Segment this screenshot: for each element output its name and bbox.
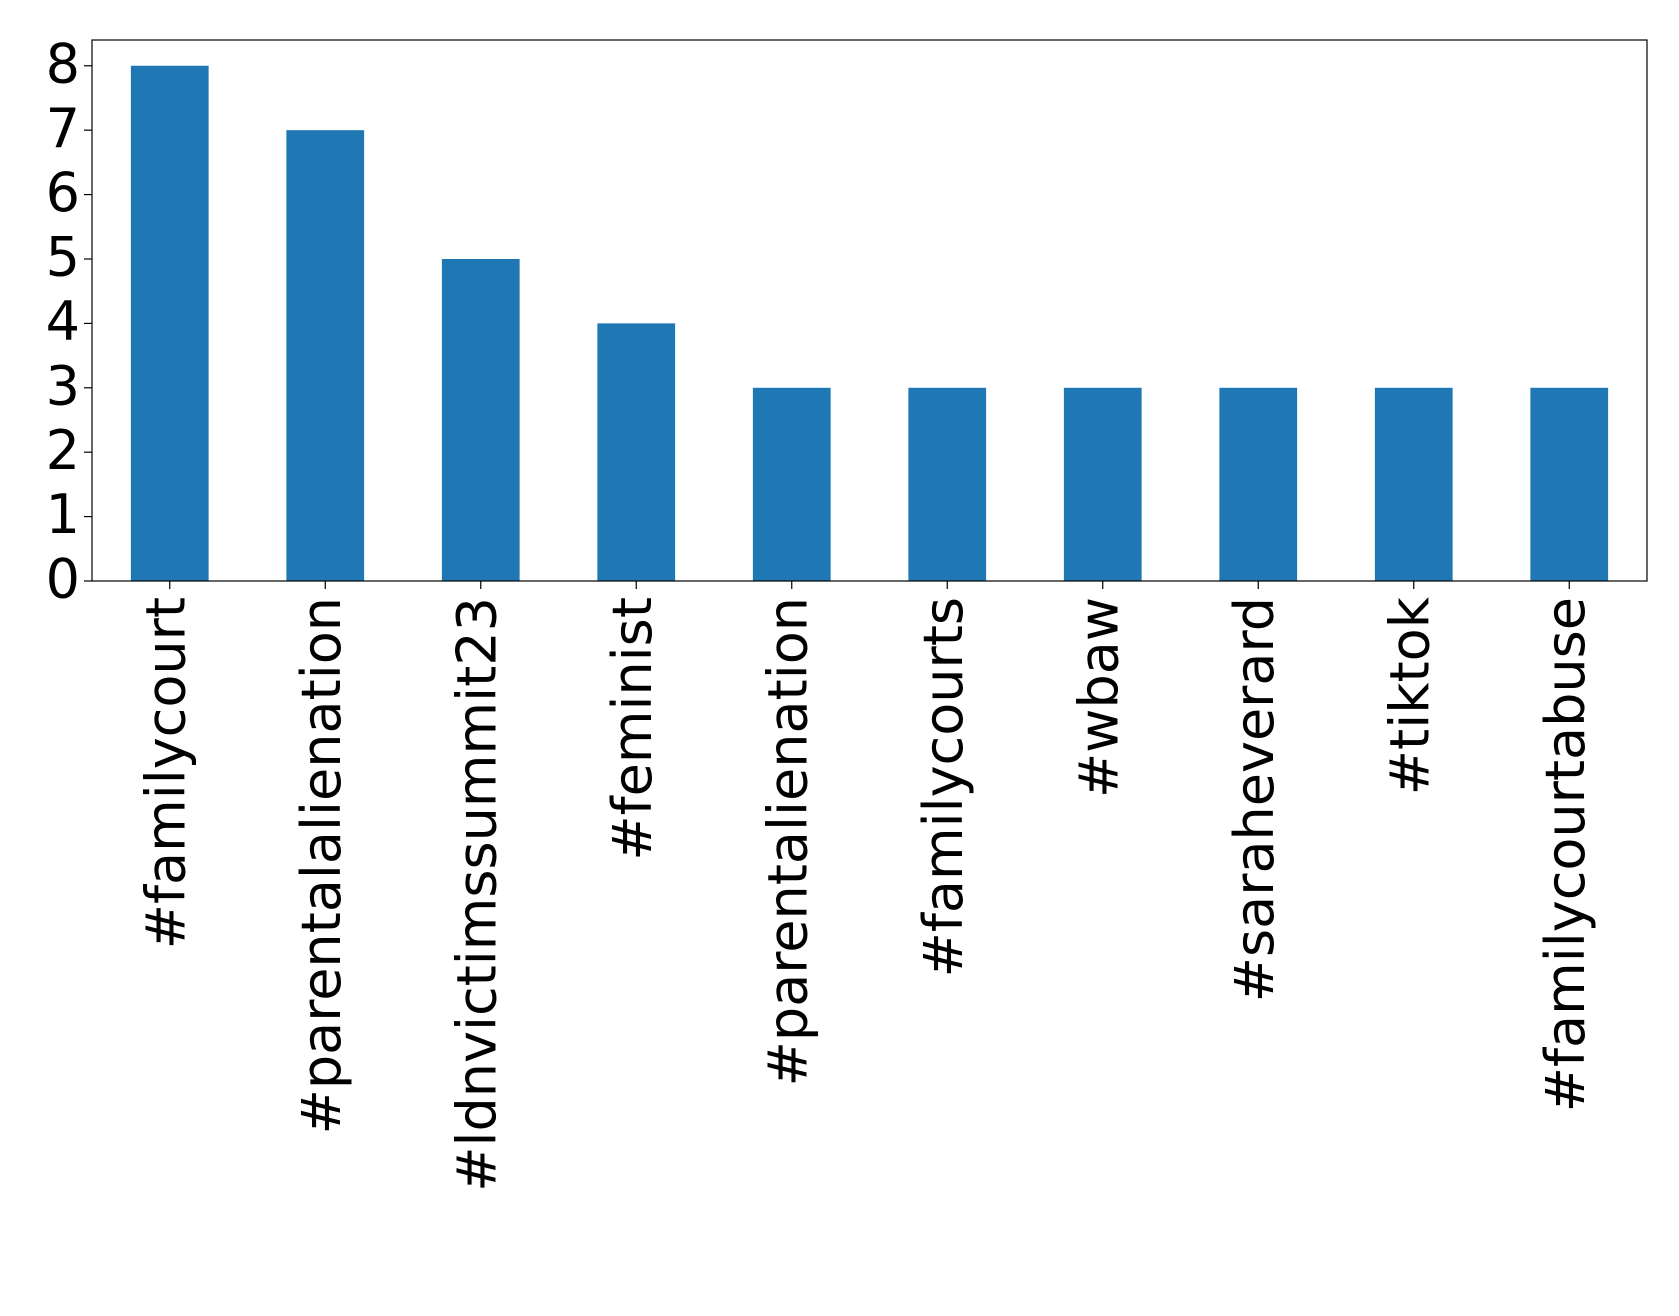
- y-tick-label: 1: [46, 483, 80, 546]
- bar: [908, 387, 987, 581]
- bar: [1063, 387, 1142, 581]
- bar: [286, 130, 365, 581]
- bar: [1219, 387, 1298, 581]
- x-tick-label: #feminist: [601, 597, 664, 861]
- x-tick-label: #familycourt: [134, 597, 197, 949]
- x-tick-label: #saraheverard: [1223, 597, 1286, 1002]
- y-tick-label: 8: [46, 32, 80, 95]
- bar: [441, 258, 520, 581]
- x-tick-label: #tiktok: [1378, 596, 1441, 795]
- y-tick-label: 7: [46, 97, 80, 160]
- bar: [1530, 387, 1609, 581]
- x-tick-label: #familycourtabuse: [1534, 597, 1597, 1112]
- y-tick-label: 2: [46, 419, 80, 482]
- x-tick-label: #wbaw: [1067, 597, 1130, 798]
- bar: [597, 323, 676, 581]
- x-tick-label: #parentalienation: [756, 597, 819, 1086]
- y-tick-label: 4: [46, 290, 80, 353]
- y-tick-label: 5: [46, 226, 80, 289]
- y-tick-label: 6: [46, 161, 80, 224]
- bar: [130, 65, 209, 581]
- y-tick-label: 0: [46, 548, 80, 611]
- x-tick-label: #parentalalienation: [290, 597, 353, 1134]
- x-tick-label: #ldnvictimssummit23: [445, 597, 508, 1192]
- x-tick-label: #familycourts: [912, 597, 975, 977]
- bar: [752, 387, 831, 581]
- plot-frame: [91, 39, 1648, 582]
- y-tick-label: 3: [46, 354, 80, 417]
- bar: [1374, 387, 1453, 581]
